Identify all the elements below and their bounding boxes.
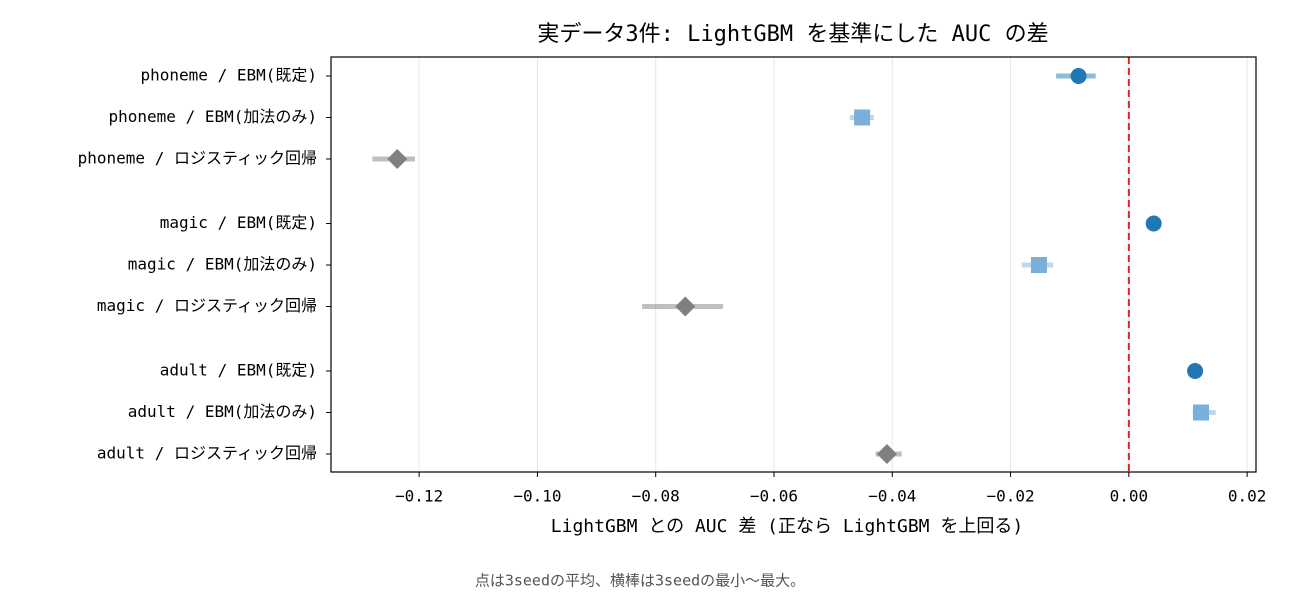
- plot-frame: [330, 56, 1257, 473]
- y-tick-label: phoneme / EBM(既定): [141, 66, 318, 85]
- point: [854, 109, 871, 126]
- point: [387, 149, 408, 169]
- y-tick-label: magic / ロジスティック回帰: [97, 296, 317, 315]
- x-tick-label: −0.04: [868, 487, 916, 506]
- y-tick-label: phoneme / ロジスティック回帰: [78, 149, 317, 168]
- footnote: 点は3seedの平均、横棒は3seedの最小〜最大。: [475, 572, 805, 590]
- chart-title: 実データ3件: LightGBM を基準にした AUC の差: [537, 22, 1048, 47]
- point: [1187, 363, 1204, 379]
- y-tick-label: adult / ロジスティック回帰: [97, 444, 317, 463]
- x-tick-label: −0.02: [986, 487, 1034, 506]
- x-tick-label: 0.00: [1110, 487, 1149, 506]
- y-tick-label: adult / EBM(既定): [160, 361, 317, 380]
- x-tick-label: 0.02: [1228, 487, 1267, 506]
- point: [1145, 215, 1162, 232]
- point: [675, 296, 696, 317]
- x-tick-label: −0.08: [632, 487, 680, 506]
- x-tick-label: −0.10: [513, 487, 561, 506]
- y-tick-label: phoneme / EBM(加法のみ): [109, 107, 318, 126]
- point: [1192, 404, 1209, 421]
- x-axis-label: LightGBM との AUC 差 (正なら LightGBM を上回る): [551, 516, 1023, 537]
- point: [876, 444, 897, 464]
- point: [1030, 257, 1047, 273]
- x-tick-label: −0.06: [750, 487, 798, 506]
- x-tick-label: −0.12: [395, 487, 443, 506]
- y-tick-label: magic / EBM(加法のみ): [128, 255, 317, 274]
- y-tick-label: adult / EBM(加法のみ): [128, 402, 317, 421]
- point: [1070, 68, 1087, 84]
- y-tick-label: magic / EBM(既定): [160, 213, 317, 232]
